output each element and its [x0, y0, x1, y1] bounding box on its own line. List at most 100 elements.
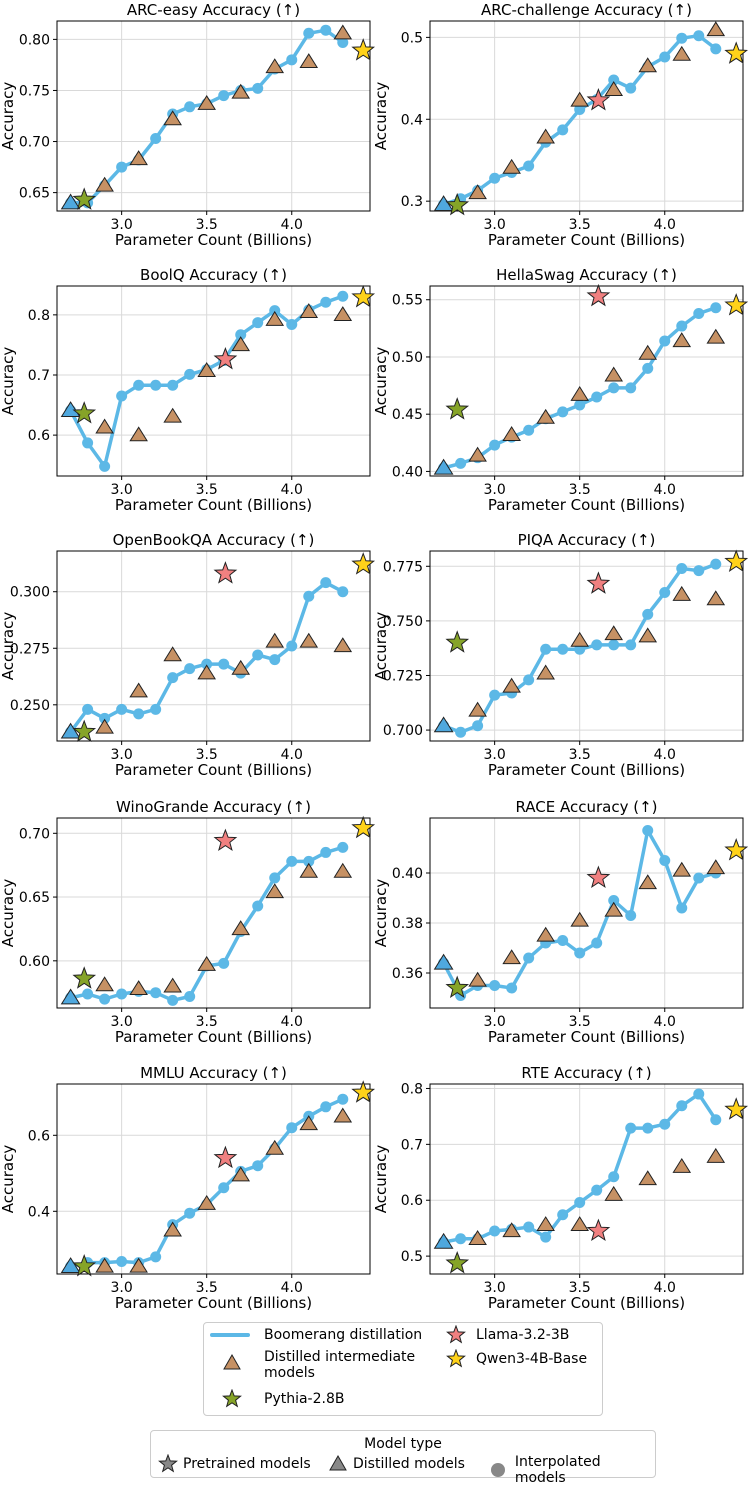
distilled-triangle: [163, 646, 182, 662]
boomerang-point: [286, 318, 298, 330]
boomerang-point: [574, 399, 586, 411]
boomerang-point: [303, 27, 315, 39]
boomerang-point: [150, 1251, 162, 1263]
distilled-triangle: [265, 883, 285, 899]
boomerang-point: [693, 30, 705, 42]
distilled-triangle: [502, 677, 521, 693]
x-axis-label: Parameter Count (Billions): [115, 231, 312, 249]
distilled-triangle: [95, 976, 114, 992]
boomerang-point: [523, 674, 535, 686]
y-tick-label: 0.6: [28, 1128, 50, 1144]
distilled-triangle: [95, 1257, 114, 1273]
boomerang-point: [574, 947, 586, 959]
boomerang-point: [625, 910, 637, 921]
chart-title: HellaSwag Accuracy (↑): [496, 266, 677, 284]
chart-panel-2: 3.0 3.5 4.0 0.6 0.7 0.8 BoolQ Accuracy (↑) Para…: [0, 266, 376, 514]
boomerang-point: [99, 460, 111, 472]
chart-title: MMLU Accuracy (↑): [140, 1064, 287, 1082]
x-tick-label: 3.5: [196, 1014, 218, 1030]
distilled-triangle: [536, 1216, 555, 1231]
boomerang-point: [184, 663, 196, 675]
pythia-star: [72, 1253, 97, 1277]
boomerang-point: [150, 703, 162, 715]
distilled-triangle: [706, 1147, 726, 1163]
axes-frame: [429, 285, 744, 477]
x-tick-label: 3.0: [111, 1280, 133, 1296]
distilled-triangle: [536, 926, 555, 942]
y-tick-label: 0.6: [28, 428, 50, 444]
distilled-triangle: [672, 332, 692, 348]
boomerang-point: [574, 103, 586, 115]
boomerang-point: [184, 1207, 196, 1219]
x-tick-label: 4.0: [654, 1280, 676, 1296]
boomerang-point: [133, 379, 145, 391]
chart-title: RTE Accuracy (↑): [521, 1064, 651, 1082]
legend-label-boomerang: Boomerang distillation: [264, 1327, 423, 1343]
x-tick-label: 3.0: [484, 1014, 506, 1030]
boomerang-point: [523, 952, 535, 964]
distilled-triangle: [570, 385, 589, 401]
distilled-triangle: [706, 859, 726, 875]
distilled-triangle: [468, 1230, 487, 1245]
chart-title: RACE Accuracy (↑): [515, 798, 657, 816]
boomerang-point: [625, 382, 637, 394]
boomerang-point: [608, 382, 620, 394]
boomerang-point: [252, 900, 264, 912]
y-tick-label: 0.65: [19, 890, 50, 906]
boomerang-point: [167, 994, 179, 1006]
boomerang-point: [710, 302, 722, 314]
boomerang-point: [676, 902, 688, 914]
teacher-triangle: [433, 716, 454, 733]
boomerang-point: [625, 639, 637, 651]
x-axis-label: Parameter Count (Billions): [488, 1294, 685, 1312]
legend-llama-star-icon: [446, 1325, 466, 1344]
distilled-triangle: [570, 91, 589, 107]
distilled-triangle: [231, 920, 251, 936]
boomerang-point: [557, 124, 569, 136]
pretrained-star-icon: [158, 1454, 178, 1473]
pythia-star: [445, 630, 470, 653]
y-tick-label: 0.725: [383, 668, 423, 684]
y-axis-label: Accuracy: [372, 879, 390, 948]
boomerang-point: [99, 993, 111, 1005]
distilled-triangle: [129, 150, 148, 166]
legend-label-distilled: Distilled intermediate models: [264, 1349, 415, 1381]
y-tick-label: 0.45: [392, 407, 423, 423]
distilled-triangle: [231, 336, 251, 352]
boomerang-point: [82, 437, 94, 449]
pythia-star: [72, 401, 97, 424]
boomerang-point: [252, 1160, 264, 1172]
boomerang-point: [269, 305, 281, 317]
y-tick-label: 0.775: [383, 559, 423, 575]
boomerang-point: [150, 987, 162, 999]
y-axis-label: Accuracy: [0, 612, 17, 681]
boomerang-point: [574, 1196, 586, 1208]
distilled-triangle: [570, 911, 589, 927]
distilled-triangle: [231, 659, 251, 675]
x-tick-label: 3.5: [196, 482, 218, 498]
llama-star: [586, 571, 611, 594]
boomerang-point: [337, 36, 349, 48]
llama-star: [213, 828, 238, 852]
boomerang-point: [642, 362, 654, 374]
distilled-triangle: [265, 1139, 285, 1155]
boomerang-point: [82, 703, 94, 715]
chart-title: PIQA Accuracy (↑): [518, 531, 656, 549]
boomerang-point: [676, 320, 688, 332]
boomerang-point: [320, 846, 332, 858]
boomerang-point: [557, 1209, 569, 1221]
distilled-triangle: [502, 158, 521, 174]
distilled-triangle: [672, 861, 692, 877]
chart-title: BoolQ Accuracy (↑): [140, 266, 287, 284]
distilled-triangle: [163, 110, 182, 126]
boomerang-point: [320, 577, 332, 589]
boomerang-point: [218, 658, 230, 670]
boomerang-point: [218, 1182, 230, 1194]
boomerang-point: [337, 841, 349, 853]
distilled-triangle: [265, 310, 285, 326]
legend-item-pythia: Pythia-2.8B: [210, 1389, 344, 1409]
y-tick-label: 0.70: [19, 826, 50, 842]
qwen-star: [724, 1097, 748, 1120]
boomerang-point: [659, 586, 671, 598]
y-tick-label: 0.65: [19, 186, 50, 202]
